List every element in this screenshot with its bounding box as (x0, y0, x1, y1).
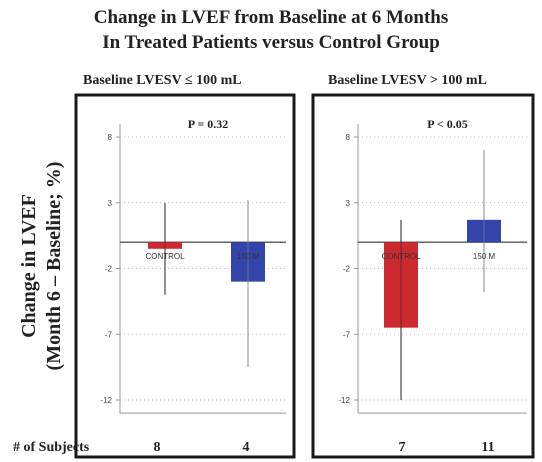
y-tick-label: -2 (343, 265, 351, 274)
panel-1-title: Baseline LVESV ≤ 100 mL (83, 73, 242, 88)
y-tick-label: -12 (338, 396, 350, 405)
panel-frame (74, 93, 296, 459)
panel-2-title: Baseline LVESV > 100 mL (328, 73, 487, 88)
y-tick-label: -12 (100, 396, 112, 405)
p-value-annotation: P = 0.32 (188, 117, 229, 131)
y-tick-label: 8 (346, 133, 351, 142)
panel-1: 8 3 -2 -7 -12 CONTROL 150 M P = 0.32 (74, 93, 296, 459)
category-label: 150 M (473, 252, 496, 261)
subjects-label: # of Subjects (13, 440, 90, 455)
y-tick-label: 3 (346, 199, 351, 208)
category-label: CONTROL (381, 252, 421, 261)
chart-title-line-1: Change in LVEF from Baseline at 6 Months (93, 7, 449, 28)
panel-1-control-n: 8 (153, 440, 161, 455)
panel-1-treated-n: 4 (242, 440, 250, 455)
y-tick-label: -7 (343, 330, 351, 339)
category-label: 150 M (237, 252, 260, 261)
chart-title-line-2: In Treated Patients versus Control Group (102, 32, 440, 53)
y-tick-label: -2 (105, 265, 113, 274)
panel-2-treated-n: 11 (481, 440, 495, 455)
y-tick-label: 3 (108, 199, 113, 208)
y-tick-label: 8 (108, 133, 113, 142)
panel-2: 8 3 -2 -7 -12 CONTROL 150 M P < 0.05 (311, 93, 535, 459)
panel-frame (311, 93, 535, 459)
y-tick-label: -7 (105, 330, 113, 339)
p-value-annotation: P < 0.05 (427, 117, 468, 131)
panel-2-control-n: 7 (398, 440, 406, 455)
category-label: CONTROL (145, 252, 185, 261)
